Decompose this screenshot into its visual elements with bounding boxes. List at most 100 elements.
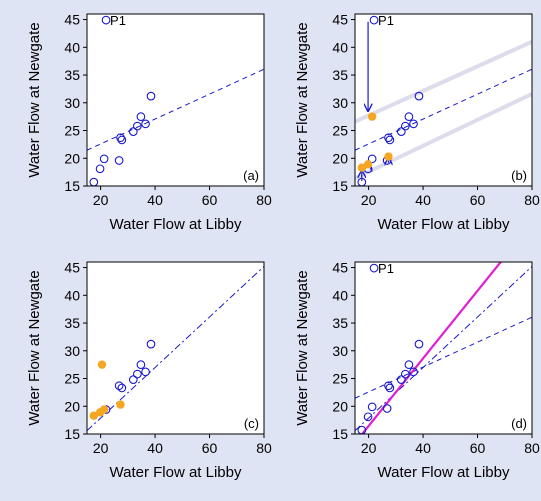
y-tick-label: 40 [64,39,80,55]
data-point [116,133,125,143]
y-tick-label: 35 [64,315,80,331]
panel-c: 15 20 25 30 35 40 45 20 40 60 80 Water Flow at Libb… [26,260,272,481]
y-axis-label: Water Flow at Newgate [294,22,311,177]
y-tick-label: 30 [64,95,80,111]
plot-frame [86,13,265,187]
data-point [369,263,379,273]
x-tick-label: 40 [147,440,163,456]
y-tick-label: 25 [64,123,80,139]
data-point [367,402,377,412]
data-point [369,15,379,25]
y-tick-label: 20 [332,150,348,166]
plot-area [355,14,532,186]
y-axis-label: Water Flow at Newgate [26,270,43,425]
data-point [367,154,377,164]
x-tick-label: 80 [256,440,272,456]
data-point [141,119,150,129]
x-tick-label: 60 [202,440,218,456]
y-tick-label: 30 [332,95,348,111]
panel-a: P1 15 20 25 30 35 40 45 20 40 60 80 Water Flow at Li… [26,12,272,233]
y-tick-label: 25 [64,371,80,387]
dashed-fit-line [87,68,264,151]
y-tick-label: 20 [64,398,80,414]
data-point [363,412,373,422]
data-point [117,383,127,393]
data-point [401,369,410,379]
dashdot-fit-line [355,266,532,432]
data-point [404,112,414,121]
x-tick-label: 80 [524,440,540,456]
modified-point [363,160,373,169]
data-point [117,135,127,145]
y-tick-label: 25 [332,123,348,139]
x-tick-label: 60 [470,192,486,208]
y-tick-label: 45 [332,260,348,276]
x-tick-label: 80 [256,192,272,208]
y-tick-label: 40 [332,39,348,55]
x-tick-label: 40 [415,440,431,456]
y-tick-label: 35 [332,67,348,83]
data-point [384,381,393,391]
y-tick-label: 15 [64,178,80,194]
y-tick-label: 20 [332,398,348,414]
data-point [396,375,406,384]
plot-area [87,14,264,186]
data-point [133,121,142,131]
y-tick-label: 30 [64,343,80,359]
panel-tag: (c) [244,416,259,431]
panel-b: P1 15 20 25 30 35 40 45 20 40 60 80 Water Flow at Li… [294,12,540,233]
x-axis-label: Water Flow at Libby [378,464,510,481]
data-point [95,164,105,174]
y-tick-label: 15 [332,426,348,442]
data-point [114,156,124,165]
data-point [396,127,406,136]
x-axis-label: Water Flow at Libby [378,216,510,233]
modified-point [99,405,109,414]
plot-content [87,266,264,432]
y-tick-label: 20 [64,150,80,166]
modified-point [116,400,125,409]
x-tick-label: 80 [524,192,540,208]
x-tick-label: 60 [202,192,218,208]
data-point [133,369,142,379]
point-label: P1 [110,13,126,28]
data-point [401,121,410,131]
modified-point [357,163,367,172]
y-tick-label: 35 [64,67,80,83]
modified-point [367,112,377,121]
panel-tag: (a) [243,168,259,183]
data-point [136,360,146,369]
data-point [404,360,414,369]
x-tick-label: 40 [415,192,431,208]
dashed-fit-line [355,68,532,151]
modified-point [384,152,393,161]
data-point [385,383,395,393]
data-point [128,127,138,136]
y-tick-label: 25 [332,371,348,387]
y-tick-label: 40 [64,287,80,303]
y-tick-label: 45 [332,12,348,28]
data-point [146,339,156,349]
point-label: P1 [378,13,394,28]
band-line [355,39,532,124]
panel-tag: (b) [511,168,527,183]
data-point [409,119,418,129]
y-tick-label: 45 [64,260,80,276]
data-point [414,339,424,349]
modified-point [97,360,107,369]
x-tick-label: 20 [93,192,109,208]
data-point [384,133,393,143]
y-tick-label: 15 [64,426,80,442]
plot-frame [354,261,533,435]
y-tick-label: 40 [332,287,348,303]
data-point [382,404,392,413]
dashed-fit-line [355,316,532,399]
x-tick-label: 60 [470,440,486,456]
data-point [128,375,138,384]
data-point [136,112,146,121]
x-tick-label: 20 [361,440,377,456]
panel-d: P1 15 20 25 30 35 40 45 20 40 60 80 Water Flow at Li… [294,260,540,481]
y-axis-label: Water Flow at Newgate [294,270,311,425]
data-point [141,367,150,377]
